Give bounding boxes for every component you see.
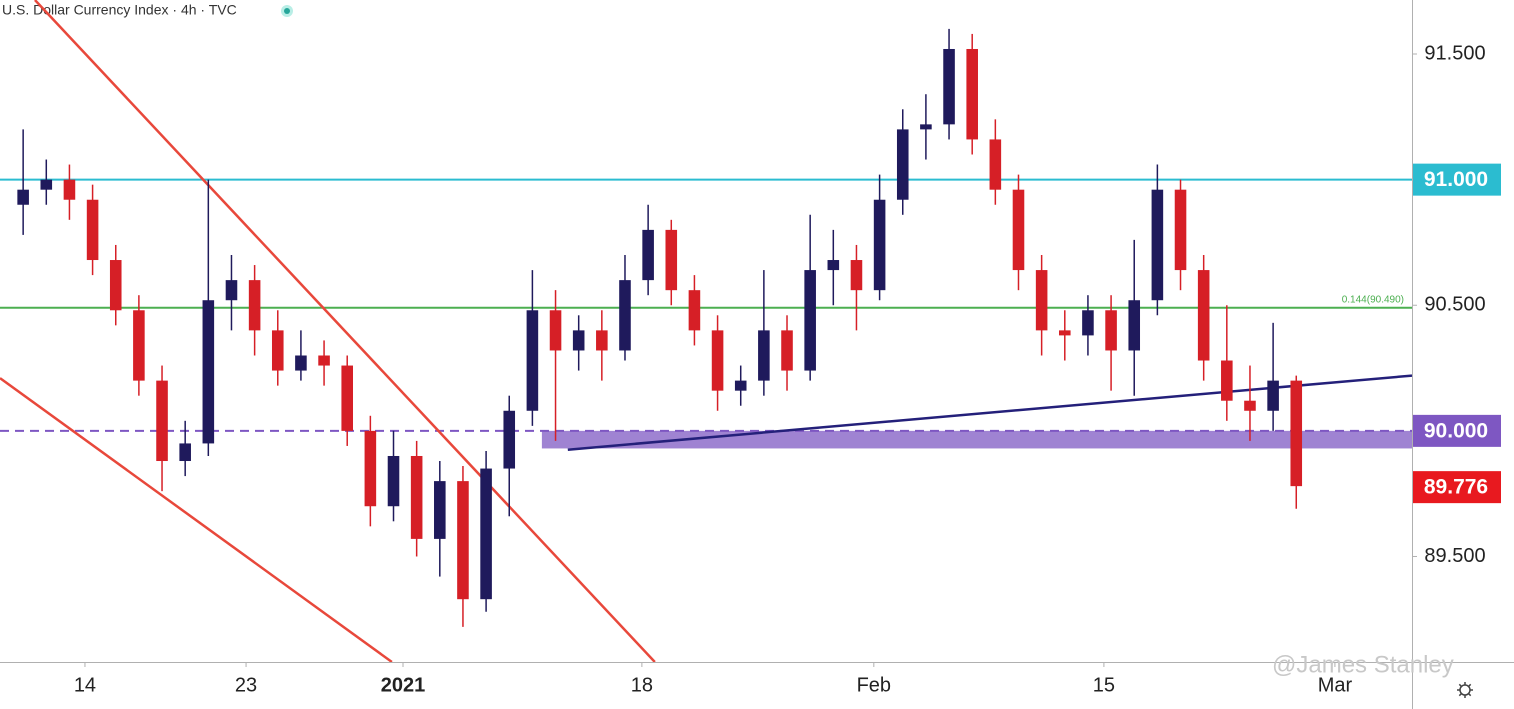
y-tick-label: 91.500 [1424,42,1485,64]
level-label-text: 91.000 [1424,168,1488,191]
candle-body [248,280,261,331]
x-tick-label: 14 [74,674,96,696]
candle-body [1059,330,1071,336]
candle-body [410,455,423,539]
candle-body [873,199,886,291]
candle-body [688,290,701,331]
level-label-box [1413,414,1501,447]
candle-body [804,270,816,371]
candle-body [480,468,492,600]
candle-body [17,189,29,205]
candle-body [526,310,539,411]
candle-body [1035,270,1048,331]
x-tick-label: 23 [235,674,257,696]
x-tick-label: 15 [1093,674,1115,696]
settings-gear-teeth[interactable] [1457,682,1473,698]
x-tick-label: Feb [857,674,891,696]
candle-body [318,355,330,366]
candle-body [966,48,978,140]
plot-area: 0.144(90.490) [0,0,1412,662]
candle-body [1267,380,1279,411]
candle-body [133,310,145,381]
candle-body [40,179,53,190]
candle-body [642,229,654,281]
trend-line [34,0,656,662]
status-dot-core [284,8,290,14]
last-price-text: 89.776 [1424,476,1488,499]
candle-body [387,455,400,507]
candle-body [225,280,238,301]
candle-body [665,229,678,291]
candle-body [850,260,863,291]
candle-body [549,310,562,351]
candle-body [758,330,770,381]
candle-body [1082,310,1094,336]
settings-icon[interactable] [1457,682,1473,698]
candle-body [503,410,516,469]
y-tick-label: 90.500 [1424,294,1485,316]
candle-body [271,330,284,371]
candle-body [711,330,724,391]
candle-body [179,443,191,462]
support-zone [541,430,1412,449]
candle-body [1174,189,1187,271]
candle-body [920,124,932,130]
candle-body [434,481,446,539]
level-note: 0.144(90.490) [1342,294,1404,305]
candle-body [63,179,76,200]
candle-body [457,481,469,600]
candle-body [109,260,122,311]
trend-line [0,377,393,662]
candle-body [86,199,99,261]
candle-body [1290,380,1303,487]
candle-body [734,380,747,391]
candle-body [295,355,307,371]
y-tick-label: 89.500 [1424,545,1485,567]
candle-body [989,139,1002,190]
x-tick-label: Mar [1318,674,1353,696]
candle-body [619,280,631,351]
candle-body [341,365,353,431]
candle-body [896,129,909,200]
candle-body [1151,189,1164,301]
candle-body [1244,400,1256,411]
watermark: @James Stanley [1272,651,1454,678]
candle-body [1221,360,1233,401]
x-tick-label: 2021 [381,674,426,696]
candle-body [1105,310,1117,351]
candle-body [827,260,840,271]
candle-body [1128,300,1141,351]
candle-body [202,300,215,444]
level-label-text: 90.000 [1424,419,1488,442]
candle-body [156,380,168,462]
candle-body [781,330,793,371]
x-tick-label: 18 [631,674,653,696]
chart-title: U.S. Dollar Currency Index · 4h · TVC [2,2,237,18]
level-label-box [1413,163,1501,196]
last-price-box [1413,471,1501,504]
candle-body [1012,189,1025,271]
candle-body [364,430,377,507]
candle-body [943,48,955,125]
candle-body [596,330,608,351]
candle-body [1197,270,1210,361]
candle-body [572,330,585,351]
